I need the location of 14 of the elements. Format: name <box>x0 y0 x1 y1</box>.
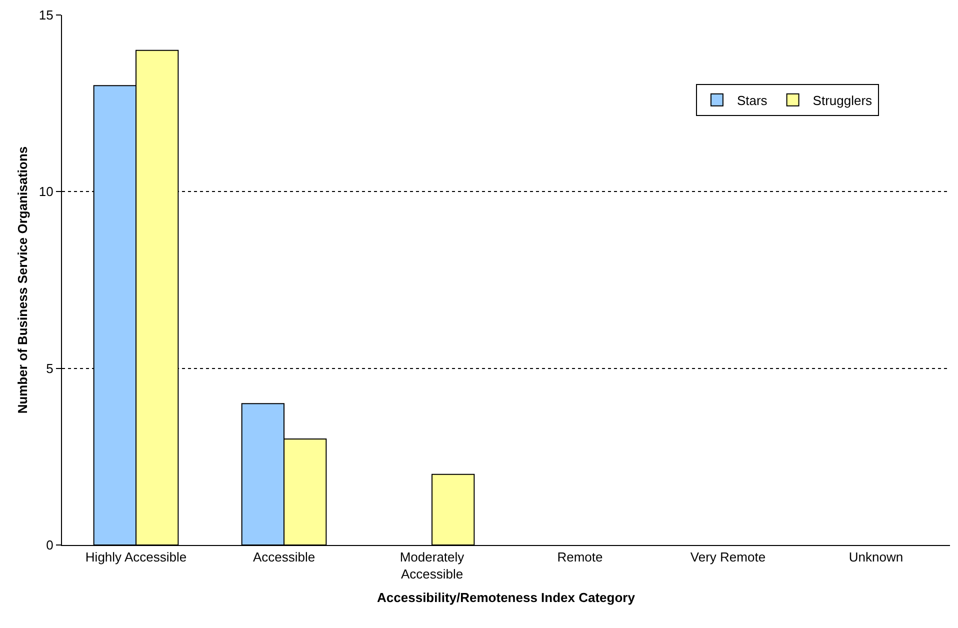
x-tick-label: Moderately Accessible <box>400 550 465 582</box>
x-tick-label: Highly Accessible <box>85 550 187 565</box>
x-tick-label: Remote <box>557 550 603 565</box>
x-axis-title: Accessibility/Remoteness Index Category <box>377 590 636 606</box>
y-tick-label: 0 <box>46 538 54 553</box>
legend-label: Strugglers <box>812 92 873 108</box>
legend-label: Stars <box>736 92 768 108</box>
y-axis-title: Number of Business Service Organisations <box>14 146 30 414</box>
x-tick-label: Accessible <box>252 550 316 565</box>
y-tick-label: 10 <box>38 184 54 200</box>
y-tick-label: 5 <box>46 360 54 376</box>
y-tick-label: 15 <box>38 8 54 23</box>
x-tick-label: Unknown <box>848 550 904 565</box>
x-tick-label: Very Remote <box>690 550 766 565</box>
